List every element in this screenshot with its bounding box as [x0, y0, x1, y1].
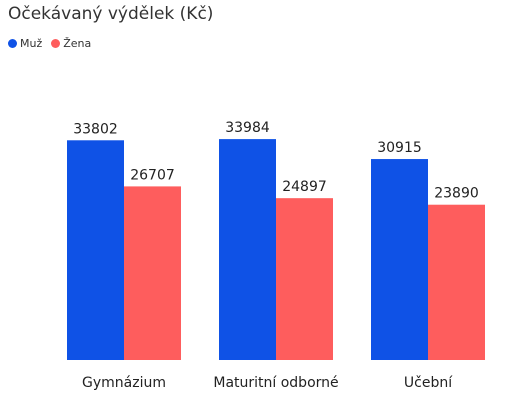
bar-1-1[interactable] — [276, 198, 333, 360]
x-tick-label-1: Maturitní odborné — [213, 375, 338, 391]
data-label-1-0: 33984 — [225, 120, 270, 136]
legend-label-0: Muž — [20, 37, 43, 50]
chart-title: Očekávaný výdělek (Kč) — [8, 4, 214, 24]
bar-1-0[interactable] — [219, 139, 276, 360]
data-label-1-1: 24897 — [282, 179, 327, 195]
bar-0-1[interactable] — [124, 186, 181, 360]
data-label-2-0: 30915 — [377, 140, 422, 156]
legend: Muž Žena — [8, 37, 100, 50]
bar-0-0[interactable] — [67, 140, 124, 360]
data-label-0-1: 26707 — [130, 167, 175, 183]
x-tick-label-2: Učební — [404, 375, 453, 391]
legend-swatch-0 — [8, 39, 17, 48]
bar-2-0[interactable] — [371, 159, 428, 360]
x-tick-label-0: Gymnázium — [82, 375, 166, 391]
legend-swatch-1 — [51, 39, 61, 48]
legend-label-1: Žena — [63, 37, 92, 50]
bar-2-1[interactable] — [428, 204, 485, 360]
data-label-0-0: 33802 — [73, 121, 118, 137]
legend-item-1[interactable]: Žena — [51, 37, 91, 50]
data-label-2-1: 23890 — [434, 186, 479, 202]
legend-item-0[interactable]: Muž — [8, 37, 42, 50]
